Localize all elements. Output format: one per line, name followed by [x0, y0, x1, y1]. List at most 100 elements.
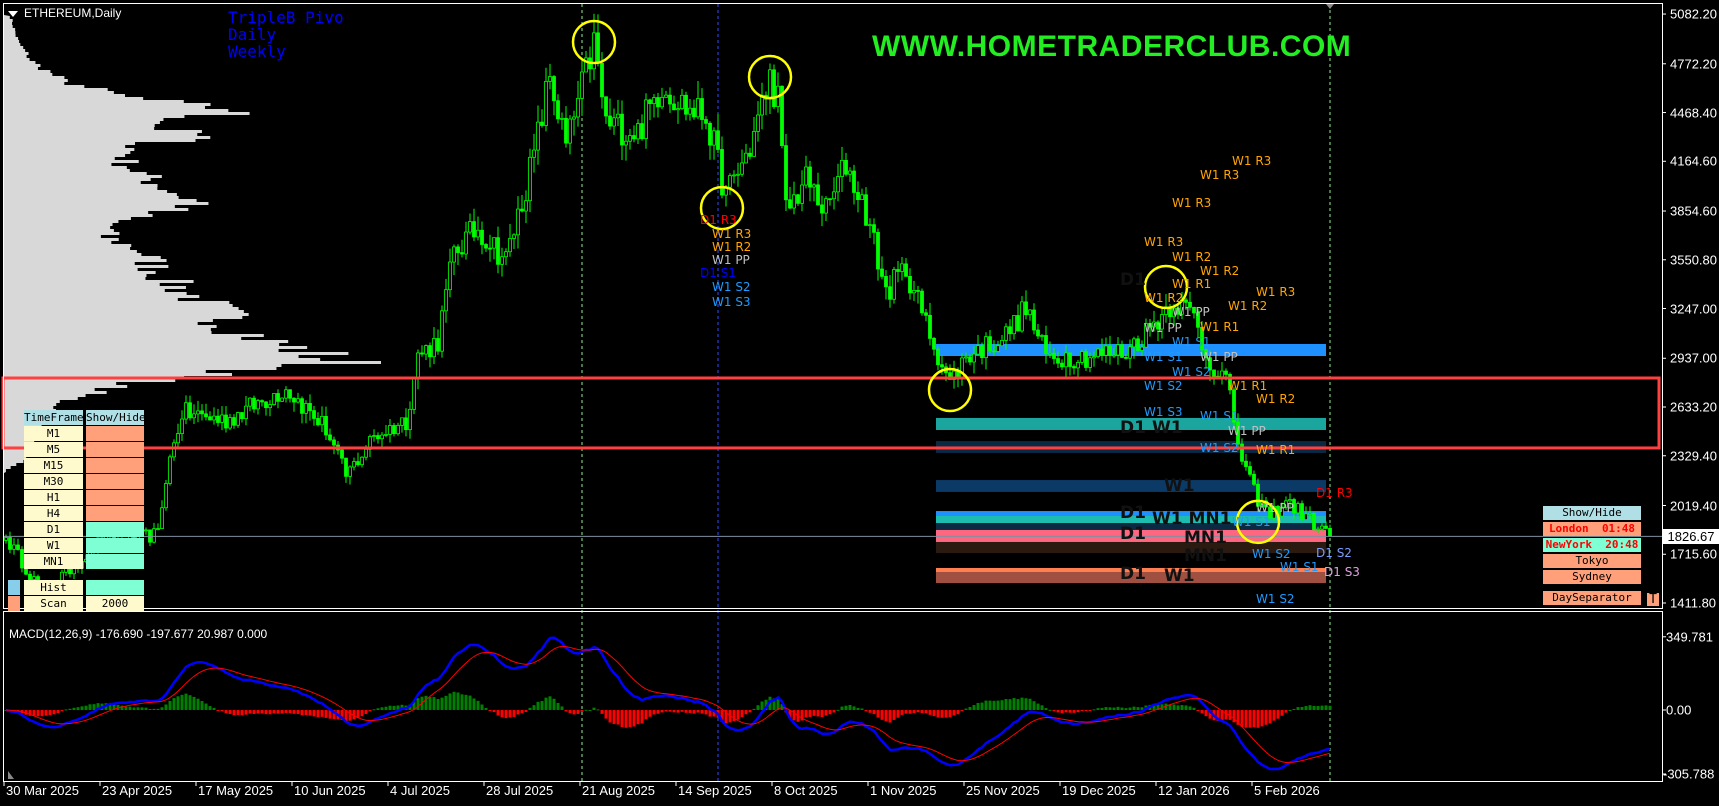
candle-body: [240, 412, 244, 420]
macd-histogram-bar: [56, 710, 60, 714]
current-price-label: 1826.67: [1663, 529, 1719, 545]
macd-histogram-bar: [776, 698, 780, 710]
pivot-label: W1 R3: [1172, 195, 1212, 210]
macd-histogram-bar: [948, 710, 952, 718]
pivot-label: W1 R1: [1256, 443, 1296, 458]
price-tick-label: 4468.40: [1670, 105, 1717, 121]
candle-body: [496, 237, 500, 265]
toggle-mn1[interactable]: [86, 554, 144, 569]
macd-histogram-bar: [612, 710, 616, 725]
toggle-d1[interactable]: [86, 522, 144, 537]
macd-histogram-bar: [196, 698, 200, 710]
candle-body: [1020, 301, 1024, 332]
price-tick-label: 1715.60: [1670, 546, 1717, 562]
macd-histogram-bar: [748, 710, 752, 713]
macd-histogram-bar: [1204, 710, 1208, 717]
macd-histogram-bar: [604, 710, 608, 719]
candle-body: [592, 32, 596, 70]
candle-body: [504, 251, 508, 258]
candle-body: [528, 156, 532, 202]
candle-body: [784, 145, 788, 201]
macd-histogram-bar: [724, 710, 728, 724]
candle-body: [452, 246, 456, 263]
pivot-band: [936, 541, 1326, 554]
candle-body: [988, 336, 992, 352]
pivot-band: [936, 523, 1326, 530]
macd-histogram-bar: [820, 710, 824, 717]
macd-histogram-bar: [920, 710, 924, 714]
toggle-m1[interactable]: [86, 426, 144, 441]
candle-body: [1288, 499, 1292, 502]
session-tokyo-button[interactable]: Tokyo: [1543, 554, 1641, 568]
macd-histogram-bar: [764, 699, 768, 710]
macd-histogram-bar: [1228, 710, 1232, 720]
candle-body: [684, 94, 688, 115]
toggle-w1[interactable]: [86, 538, 144, 553]
macd-histogram-bar: [996, 700, 1000, 710]
macd-histogram-bar: [400, 704, 404, 710]
candle-body: [460, 252, 464, 255]
candle-body: [272, 393, 276, 405]
candle-body: [1316, 528, 1320, 531]
panel-toggle-icon[interactable]: [8, 580, 20, 595]
session-sydney-button[interactable]: Sydney: [1543, 570, 1641, 584]
session-show-hide-button[interactable]: Show/Hide: [1543, 506, 1641, 520]
pivot-label: W1 R2: [1200, 263, 1240, 278]
day-separator-button[interactable]: DaySeparator: [1543, 591, 1641, 605]
candle-body: [360, 456, 364, 466]
macd-histogram-bar: [844, 705, 848, 710]
macd-histogram-bar: [224, 710, 228, 714]
macd-histogram-bar: [656, 710, 660, 714]
toggle-m15[interactable]: [86, 458, 144, 473]
macd-histogram-bar: [432, 697, 436, 710]
pivot-label: W1 R3: [712, 226, 752, 241]
candle-body: [1072, 366, 1076, 369]
macd-histogram-bar: [640, 710, 644, 724]
session-newyork-button[interactable]: NewYork 20:48: [1543, 538, 1641, 552]
candle-body: [680, 94, 684, 109]
hist-show-toggle[interactable]: [86, 580, 144, 595]
t-button[interactable]: T: [1647, 593, 1659, 606]
macd-histogram-bar: [1024, 698, 1028, 710]
macd-histogram-bar: [1260, 710, 1264, 727]
macd-histogram-bar: [1276, 710, 1280, 719]
scan-back-input[interactable]: 2000: [86, 596, 144, 611]
toggle-m30[interactable]: [86, 474, 144, 489]
candle-body: [400, 417, 404, 426]
macd-histogram-bar: [1200, 710, 1204, 714]
macd-histogram-bar: [32, 710, 36, 716]
candle-body: [292, 397, 296, 403]
toggle-h1[interactable]: [86, 490, 144, 505]
macd-histogram-bar: [332, 710, 336, 720]
candle-body: [464, 231, 468, 255]
candle-body: [640, 123, 644, 140]
session-london-button[interactable]: London 01:48: [1543, 522, 1641, 536]
pivot-label: D1: [1120, 563, 1146, 584]
candle-body: [720, 149, 724, 196]
date-tick-label: 23 Apr 2025: [102, 783, 173, 798]
candle-body: [1060, 362, 1064, 368]
candle-body: [768, 69, 772, 100]
candle-body: [796, 194, 800, 204]
macd-histogram-bar: [572, 710, 576, 715]
candle-body: [556, 100, 560, 120]
candle-body: [1036, 329, 1040, 337]
shift-marker-icon[interactable]: [1326, 4, 1334, 9]
candle-body: [1228, 374, 1232, 391]
candle-body: [756, 114, 760, 132]
dropdown-triangle-icon[interactable]: [8, 10, 18, 17]
macd-histogram-bar: [180, 694, 184, 710]
candle-body: [708, 122, 712, 146]
candle-body: [356, 461, 360, 466]
pivot-label: W1: [1164, 565, 1195, 586]
macd-histogram-bar: [1280, 710, 1284, 716]
toggle-h4[interactable]: [86, 506, 144, 521]
candle-body: [328, 434, 332, 441]
candle-body: [312, 410, 316, 419]
toggle-m5[interactable]: [86, 442, 144, 457]
price-tick-label: 4164.60: [1670, 153, 1717, 169]
macd-histogram-bar: [1184, 705, 1188, 710]
candle-body: [1064, 352, 1068, 368]
candle-body: [1196, 312, 1200, 328]
